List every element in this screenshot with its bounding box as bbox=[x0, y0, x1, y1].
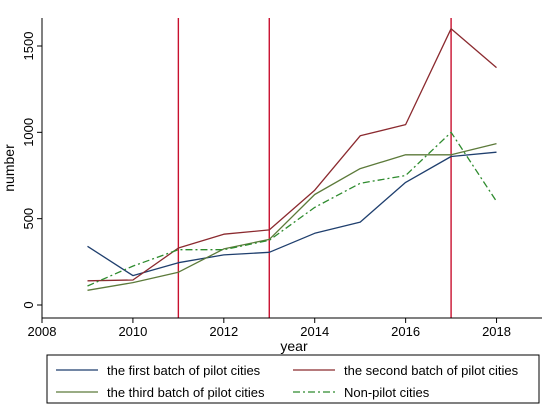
legend: the first batch of pilot cities the secon… bbox=[46, 354, 540, 404]
legend-label: the third batch of pilot cities bbox=[107, 385, 265, 400]
axes bbox=[41, 18, 542, 319]
x-tick-label: 2008 bbox=[28, 324, 57, 339]
x-tick-label: 2010 bbox=[118, 324, 147, 339]
x-tick-label: 2018 bbox=[482, 324, 511, 339]
x-tick-label: 2016 bbox=[391, 324, 420, 339]
legend-label: the first batch of pilot cities bbox=[107, 363, 261, 378]
y-tick-label: 500 bbox=[21, 208, 36, 230]
reference-lines bbox=[177, 18, 452, 318]
legend-label: Non-pilot cities bbox=[344, 385, 430, 400]
series-lines bbox=[87, 28, 498, 291]
y-tick-label: 1000 bbox=[21, 118, 36, 147]
legend-label: the second batch of pilot cities bbox=[344, 363, 519, 378]
x-tick-label: 2014 bbox=[300, 324, 329, 339]
y-axis-ticks: 0 500 1000 1500 bbox=[21, 32, 42, 309]
legend-box bbox=[46, 354, 540, 404]
x-tick-label: 2012 bbox=[209, 324, 238, 339]
series-line-1 bbox=[87, 151, 497, 277]
y-tick-label: 0 bbox=[21, 301, 36, 308]
x-axis-ticks: 2008 2010 2012 2014 2016 2018 bbox=[28, 318, 511, 339]
y-axis-label: number bbox=[1, 144, 17, 192]
series-line-2 bbox=[87, 28, 497, 282]
x-axis-label: year bbox=[280, 338, 308, 354]
y-tick-label: 1500 bbox=[21, 32, 36, 61]
series-line-3 bbox=[87, 142, 497, 291]
